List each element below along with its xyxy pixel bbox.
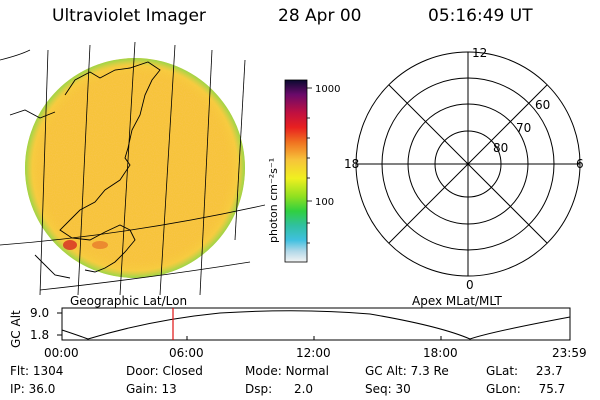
ip-label: IP: [10, 382, 25, 396]
mlt-label-12: 12 [472, 46, 487, 60]
footer-ip: IP: 36.0 [10, 382, 55, 396]
coastline [9, 61, 161, 279]
flight-label: Flt: [10, 364, 29, 378]
altitude-axis-label: GC Alt [9, 310, 23, 348]
footer-door: Door: Closed [126, 364, 203, 378]
flight-value: 1304 [32, 364, 64, 378]
footer-seq: Seq: 30 [365, 382, 411, 396]
mlt-label-18: 18 [344, 157, 359, 171]
seq-value: 30 [395, 382, 411, 396]
lat-lon-grid [0, 41, 265, 295]
footer-glat: GLat: 23.7 [486, 364, 563, 378]
glat-label: GLat: [486, 364, 519, 378]
apex-grid-label: Apex MLat/MLT [412, 294, 502, 308]
time-tick-0600: 06:00 [169, 346, 204, 360]
earth-disk [25, 58, 245, 278]
time-tick-0000: 00:00 [44, 346, 79, 360]
footer-glon: GLon: 75.7 [486, 382, 565, 396]
colorbar-unit-label: photon cm⁻²s⁻¹ [267, 158, 280, 243]
altitude-plot: GC Alt 9.0 1.8 00:00 06:00 12:00 18:00 2… [9, 306, 587, 360]
door-label: Door: [126, 364, 159, 378]
mlt-label-6: 6 [576, 157, 584, 171]
footer-gc-alt: GC Alt: 7.3 Re [365, 364, 449, 378]
glon-value: 75.7 [538, 382, 566, 396]
glat-value: 23.7 [535, 364, 563, 378]
observation-date: 28 Apr 00 [278, 6, 362, 26]
observation-time: 05:16:49 UT [428, 6, 533, 26]
door-value: Closed [162, 364, 203, 378]
mlt-label-0: 0 [466, 278, 474, 292]
instrument-title: Ultraviolet Imager [52, 6, 206, 26]
polar-mlt-plot: 12 18 6 0 60 70 80 [344, 46, 584, 292]
footer-flight: Flt: 1304 [10, 364, 63, 378]
seq-label: Seq: [365, 382, 392, 396]
altitude-tick-9: 9.0 [30, 306, 49, 320]
mlat-label-80: 80 [493, 141, 508, 155]
geographic-grid-label: Geographic Lat/Lon [70, 294, 188, 308]
ip-value: 36.0 [28, 382, 56, 396]
colorbar-tick-100: 100 [315, 197, 334, 208]
mode-value: Normal [285, 364, 329, 378]
gc-alt-value: 7.3 Re [410, 364, 449, 378]
footer-dsp: Dsp: 2.0 [245, 382, 313, 396]
color-scale-bar: 1000 100 photon cm⁻²s⁻¹ [267, 79, 340, 263]
time-tick-1200: 12:00 [296, 346, 331, 360]
altitude-tick-1-8: 1.8 [30, 328, 49, 342]
colorbar-tick-1000: 1000 [315, 84, 340, 95]
mlat-label-60: 60 [535, 98, 550, 112]
gain-label: Gain: [126, 382, 158, 396]
mode-label: Mode: [245, 364, 282, 378]
gain-value: 13 [161, 382, 177, 396]
dsp-value: 2.0 [293, 382, 314, 396]
auroral-image-panel [0, 41, 265, 295]
dsp-label: Dsp: [245, 382, 273, 396]
footer-gain: Gain: 13 [126, 382, 177, 396]
glon-label: GLon: [486, 382, 521, 396]
gc-alt-label: GC Alt: [365, 364, 407, 378]
time-tick-2359: 23:59 [552, 346, 587, 360]
altitude-curve [61, 310, 571, 340]
time-tick-1800: 18:00 [423, 346, 458, 360]
mlat-label-70: 70 [516, 121, 531, 135]
footer-mode: Mode: Normal [245, 364, 329, 378]
